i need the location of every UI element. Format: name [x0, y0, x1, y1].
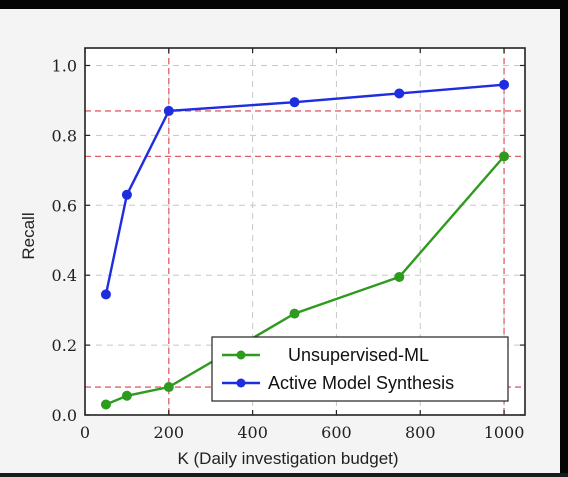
series-0-point [394, 271, 405, 282]
data-series [100, 79, 510, 410]
recall-line-chart: 0 200 400 600 800 1000 0.0 0.2 0.4 0.6 0.8 1.0 K (D… [19, 47, 526, 468]
top-black-border [0, 0, 568, 9]
x-tick-label: 0 [80, 423, 90, 442]
x-tick-label: 1000 [484, 423, 525, 442]
y-tick-label: 0.2 [52, 336, 77, 355]
y-tick-label: 0.4 [52, 266, 77, 285]
chart-legend: Unsupervised-ML Active Model Synthesis [211, 336, 509, 402]
y-tick-label: 0.6 [52, 196, 77, 215]
legend-label-active: Active Model Synthesis [268, 373, 454, 393]
series-1-point [394, 88, 405, 99]
x-axis-title: K (Daily investigation budget) [177, 449, 398, 468]
bottom-dark-border [0, 473, 568, 477]
y-tick-label: 0.0 [52, 406, 77, 425]
series-1-point [163, 105, 174, 116]
series-0-point [289, 308, 300, 319]
x-tick-label: 200 [154, 423, 185, 442]
series-0-point [163, 382, 174, 393]
series-line-1 [104, 83, 505, 295]
series-1-point [100, 289, 111, 300]
series-1-point [121, 189, 132, 200]
legend-box [211, 336, 509, 402]
axis-ticks: 0 200 400 600 800 1000 0.0 0.2 0.4 0.6 0.8 1.0 [52, 48, 525, 442]
legend-label-unsupervised: Unsupervised-ML [288, 345, 429, 365]
legend-marker-active [236, 378, 246, 388]
series-0-point [121, 390, 132, 401]
x-tick-label: 800 [405, 423, 436, 442]
right-black-border [560, 0, 568, 477]
legend-marker-unsupervised [236, 350, 246, 360]
y-tick-label: 1.0 [52, 56, 77, 75]
series-1-point [499, 79, 510, 90]
plot-area-frame [84, 47, 526, 416]
series-0-point [499, 151, 510, 162]
series-1-point [289, 97, 300, 108]
y-tick-label: 0.8 [52, 126, 77, 145]
x-tick-label: 600 [321, 423, 352, 442]
series-0-point [100, 399, 111, 410]
y-axis-title: Recall [19, 212, 38, 259]
x-tick-label: 400 [237, 423, 268, 442]
